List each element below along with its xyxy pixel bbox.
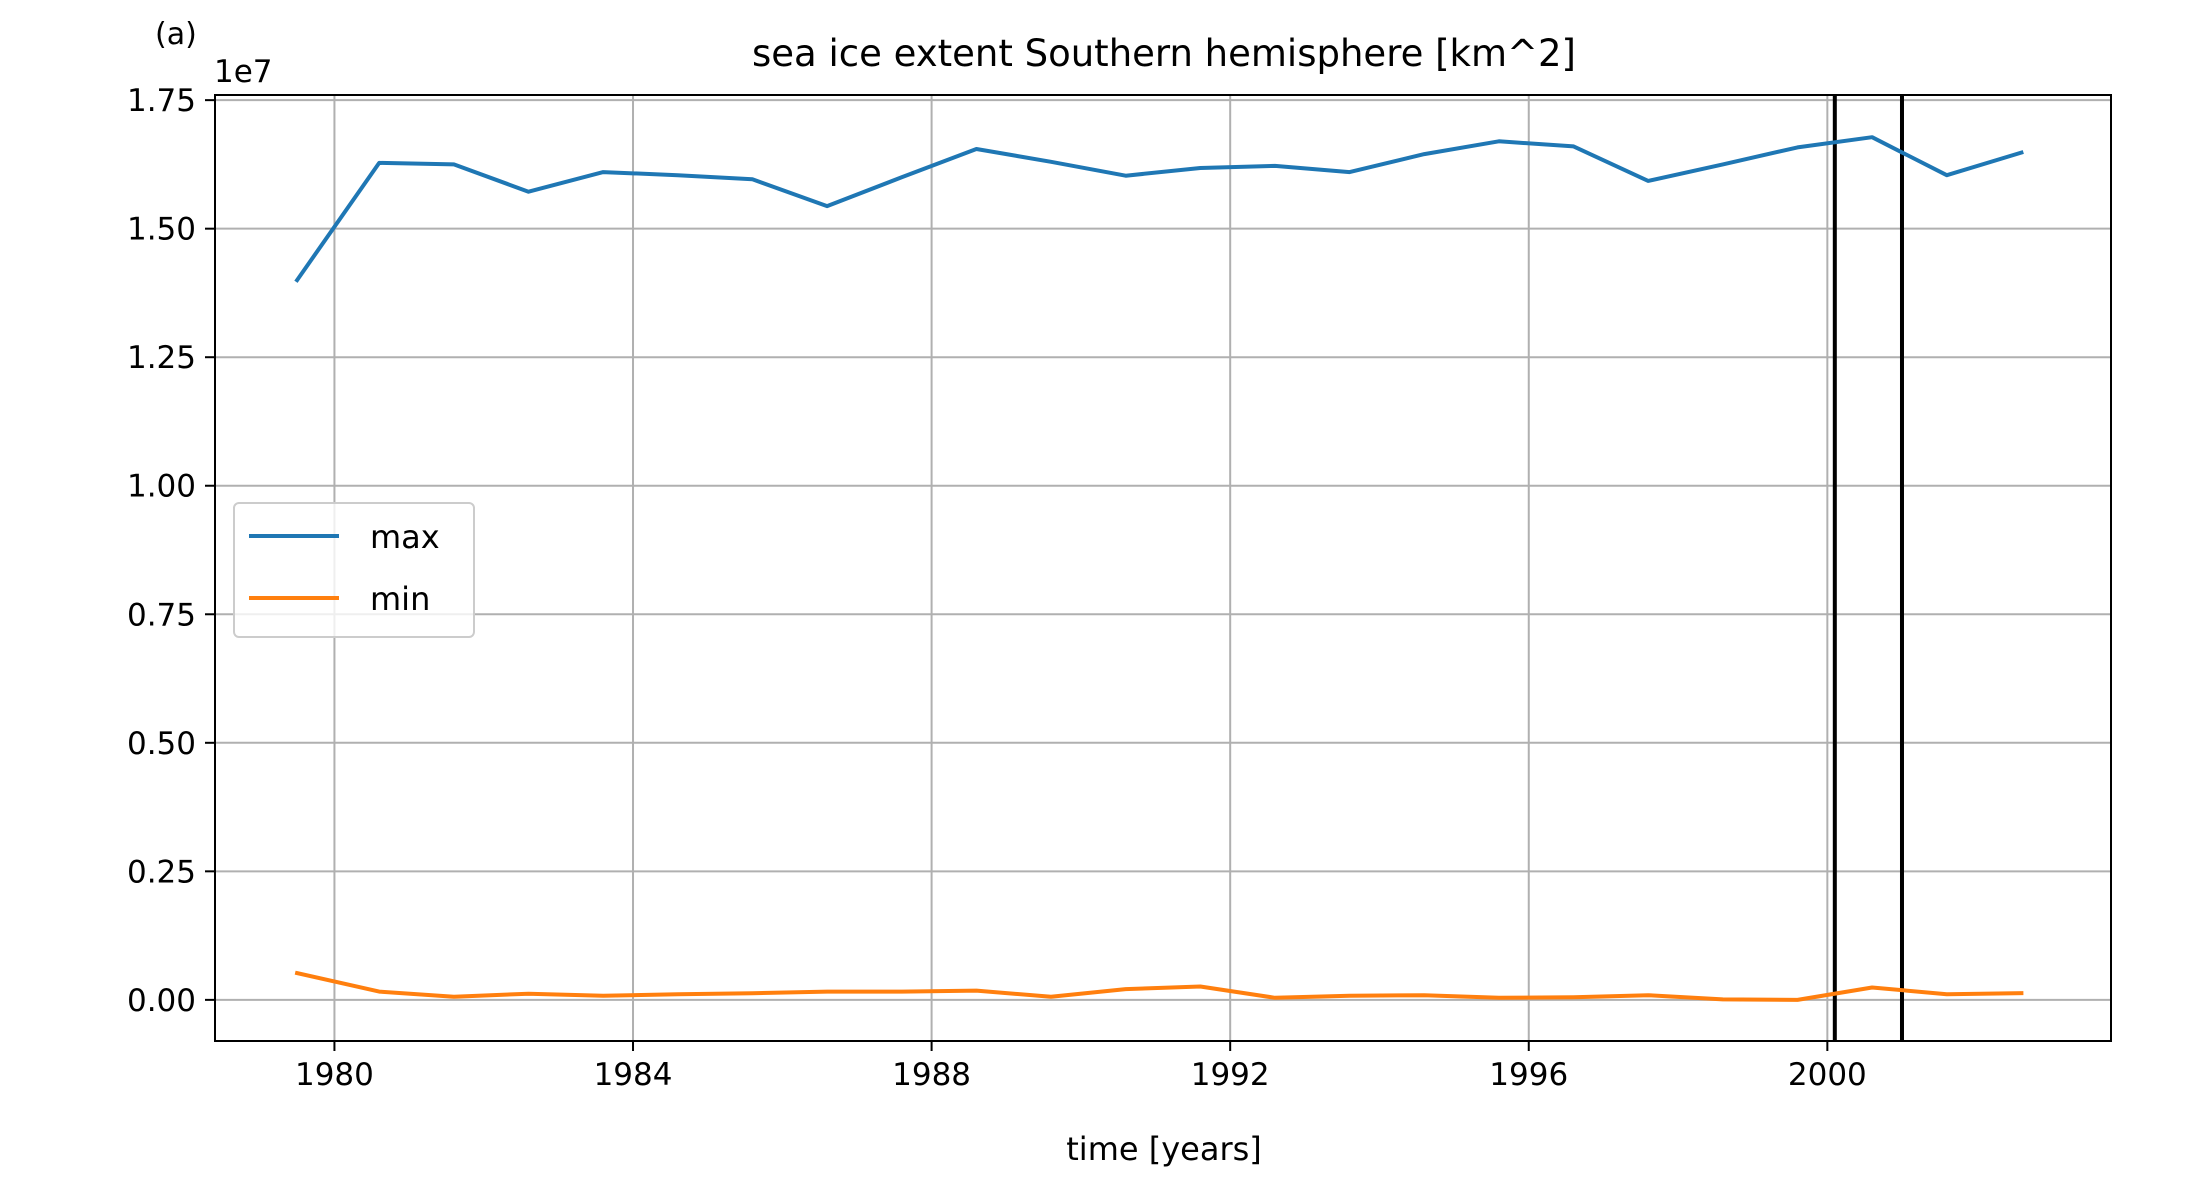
y-tick-label: 0.75 <box>127 597 196 633</box>
chart-title: sea ice extent Southern hemisphere [km^2… <box>752 32 1576 75</box>
grid <box>215 95 2111 1041</box>
series-line-max <box>294 135 2024 283</box>
x-tick-label: 1980 <box>295 1057 374 1093</box>
plot-frame <box>214 94 2112 1042</box>
x-tick-label: 1988 <box>892 1057 971 1093</box>
y-offset-label: 1e7 <box>214 54 273 90</box>
legend: max min <box>233 502 475 638</box>
y-tick-label: 1.50 <box>127 212 196 248</box>
vertical-markers <box>1832 95 1904 1041</box>
legend-label-max: max <box>370 518 440 556</box>
series-lines <box>294 135 2024 1002</box>
y-tick-label: 0.50 <box>127 726 196 762</box>
series-line-min <box>294 970 2024 1002</box>
x-axis-label: time [years] <box>1066 1130 1262 1168</box>
y-tick-label: 0.00 <box>127 983 196 1019</box>
x-tick-label: 1984 <box>594 1057 673 1093</box>
axis-ticks: 1980 1984 1988 1992 1996 2000 0.00 0.25 0.50 0.75… <box>127 83 1867 1093</box>
y-tick-label: 1.75 <box>127 83 196 119</box>
x-tick-label: 2000 <box>1788 1057 1867 1093</box>
panel-label: (a) <box>155 17 197 52</box>
y-tick-label: 1.25 <box>127 340 196 376</box>
x-tick-label: 1996 <box>1489 1057 1568 1093</box>
legend-label-min: min <box>370 580 430 618</box>
y-tick-label: 0.25 <box>127 854 196 890</box>
x-tick-label: 1992 <box>1191 1057 1270 1093</box>
y-tick-label: 1.00 <box>127 469 196 505</box>
